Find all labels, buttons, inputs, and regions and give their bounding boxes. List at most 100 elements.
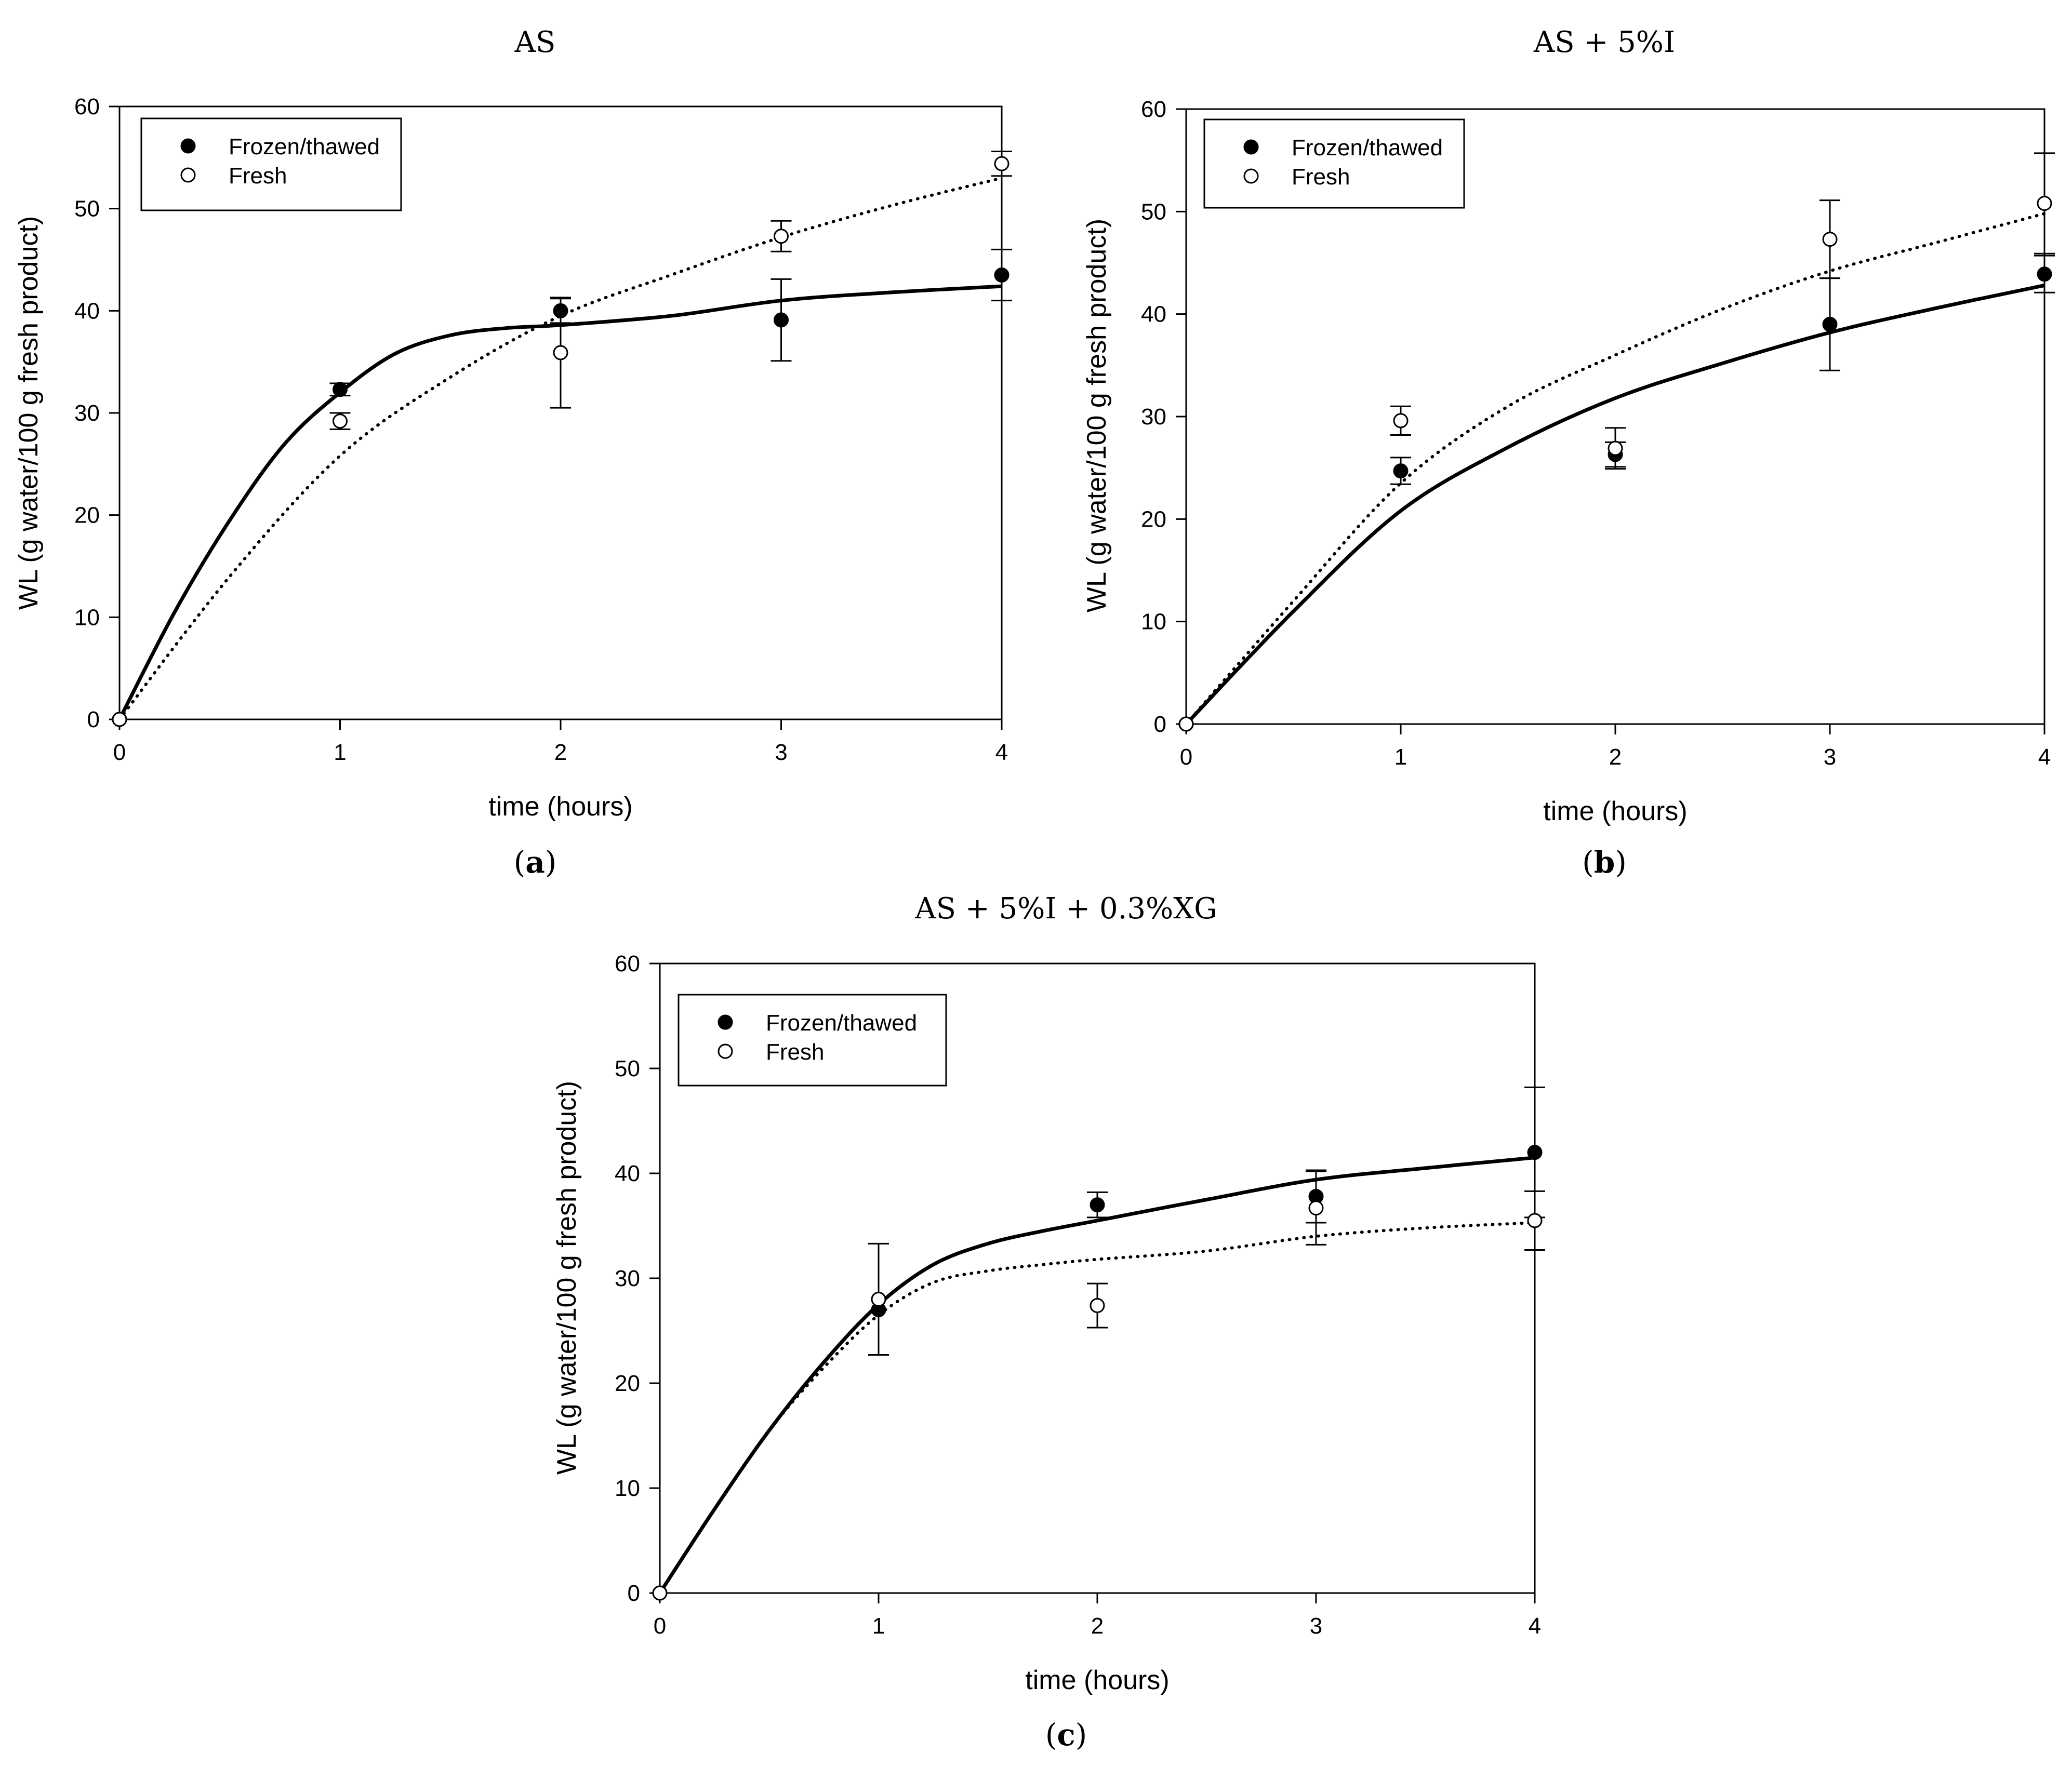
caption-close-paren: ): [1075, 1717, 1087, 1752]
y-tick-label: 50: [615, 1056, 640, 1081]
legend: Frozen/thawed Fresh: [678, 994, 947, 1087]
y-tick-label: 20: [74, 503, 100, 528]
y-tick-label: 50: [1141, 199, 1166, 224]
chart-title: AS + 5%I + 0.3%XG: [914, 892, 1217, 926]
data-point-fresh: [994, 156, 1010, 171]
data-point-fresh: [1090, 1298, 1105, 1314]
legend-marker-fresh: [718, 1043, 733, 1059]
x-tick-label: 1: [334, 740, 346, 765]
y-axis-label: WL (g water/100 g fresh product): [14, 216, 44, 610]
fit-curve-fresh: [1185, 212, 2046, 726]
y-tick-label: 30: [615, 1266, 640, 1291]
y-axis-label: WL (g water/100 g fresh product): [552, 1081, 582, 1475]
data-point-fresh: [1308, 1200, 1324, 1216]
x-tick-label: 4: [1529, 1613, 1541, 1639]
data-point-fresh: [774, 229, 789, 244]
legend-box: [678, 994, 947, 1087]
x-tick-label: 2: [1091, 1613, 1104, 1639]
y-tick-label: 60: [1141, 97, 1166, 122]
data-point-fresh: [871, 1291, 886, 1307]
data-point-fresh: [112, 712, 127, 727]
y-tick-label: 30: [1141, 404, 1166, 430]
legend-label: Frozen/thawed: [229, 134, 380, 159]
panel-caption: (b): [1582, 845, 1627, 880]
caption-close-paren: ): [1615, 845, 1627, 880]
y-tick-label: 50: [74, 196, 100, 222]
legend-label: Fresh: [766, 1039, 824, 1065]
data-point-frozen-thawed: [1393, 463, 1409, 479]
data-point-fresh: [2037, 196, 2052, 211]
x-axis-label: time (hours): [1025, 1665, 1169, 1695]
legend-box: [140, 117, 402, 211]
legend-label: Fresh: [1292, 164, 1350, 190]
data-point-fresh: [652, 1585, 668, 1601]
data-point-frozen-thawed: [994, 267, 1010, 283]
data-point-frozen-thawed: [1090, 1197, 1105, 1213]
y-tick-label: 40: [1141, 302, 1166, 327]
fit-curve-frozen-thawed: [117, 284, 1002, 720]
legend-label: Frozen/thawed: [766, 1010, 917, 1036]
y-tick-label: 0: [87, 707, 100, 732]
x-tick-label: 2: [554, 740, 567, 765]
y-tick-label: 60: [615, 951, 640, 976]
fit-curve-fresh: [118, 176, 1003, 721]
data-point-fresh: [333, 413, 348, 429]
panel-caption: (a): [514, 845, 557, 880]
legend: Frozen/thawed Fresh: [140, 117, 402, 211]
y-tick-label: 10: [1141, 609, 1166, 635]
chart-title: AS: [514, 25, 556, 59]
y-tick-label: 20: [1141, 506, 1166, 532]
caption-letter: b: [1594, 845, 1615, 880]
x-tick-label: 3: [1310, 1613, 1322, 1639]
data-point-fresh: [1393, 413, 1409, 429]
fit-curve-frozen-thawed: [1185, 283, 2045, 726]
y-tick-label: 0: [1154, 712, 1166, 737]
fit-curve-fresh: [658, 1221, 1536, 1595]
legend-marker-frozen-thawed: [718, 1014, 733, 1030]
x-tick-label: 1: [1394, 744, 1407, 770]
caption-close-paren: ): [545, 845, 557, 880]
y-tick-label: 60: [74, 94, 100, 119]
data-point-fresh: [1822, 232, 1838, 247]
data-point-frozen-thawed: [2037, 266, 2052, 282]
legend-marker-fresh: [180, 167, 196, 183]
legend-label: Fresh: [229, 163, 287, 189]
data-point-frozen-thawed: [333, 382, 348, 397]
chart-title: AS + 5%I: [1533, 25, 1675, 59]
caption-letter: a: [525, 845, 545, 880]
y-tick-label: 40: [615, 1161, 640, 1186]
panel-caption: (c): [1045, 1717, 1087, 1752]
x-tick-label: 0: [113, 740, 126, 765]
x-tick-label: 3: [1824, 744, 1836, 770]
caption-open-paren: (: [1582, 845, 1594, 880]
data-point-fresh: [553, 345, 568, 360]
x-tick-label: 1: [872, 1613, 885, 1639]
x-tick-label: 2: [1609, 744, 1622, 770]
data-point-fresh: [1527, 1213, 1543, 1228]
fit-curve-frozen-thawed: [658, 1156, 1535, 1594]
y-axis-label: WL (g water/100 g fresh product): [1082, 219, 1112, 612]
data-point-frozen-thawed: [774, 312, 789, 328]
legend-marker-frozen-thawed: [180, 138, 196, 154]
x-tick-label: 0: [654, 1613, 666, 1639]
legend-label: Frozen/thawed: [1292, 135, 1443, 160]
x-tick-label: 4: [2038, 744, 2051, 770]
caption-letter: c: [1057, 1717, 1075, 1752]
x-axis-label: time (hours): [488, 792, 632, 822]
x-tick-label: 4: [995, 740, 1008, 765]
y-tick-label: 30: [74, 400, 100, 426]
chart-panel-c: AS + 5%I + 0.3%XG0 1 2 3 40102030405060time …: [552, 892, 1545, 1752]
y-tick-label: 10: [615, 1476, 640, 1501]
data-point-fresh: [1178, 716, 1194, 732]
y-tick-label: 0: [628, 1581, 640, 1606]
x-axis-label: time (hours): [1543, 796, 1687, 826]
y-tick-label: 40: [74, 298, 100, 324]
data-point-frozen-thawed: [1822, 316, 1838, 332]
x-tick-label: 3: [775, 740, 787, 765]
x-tick-label: 0: [1180, 744, 1192, 770]
y-tick-label: 10: [74, 605, 100, 630]
data-point-fresh: [1608, 440, 1623, 456]
